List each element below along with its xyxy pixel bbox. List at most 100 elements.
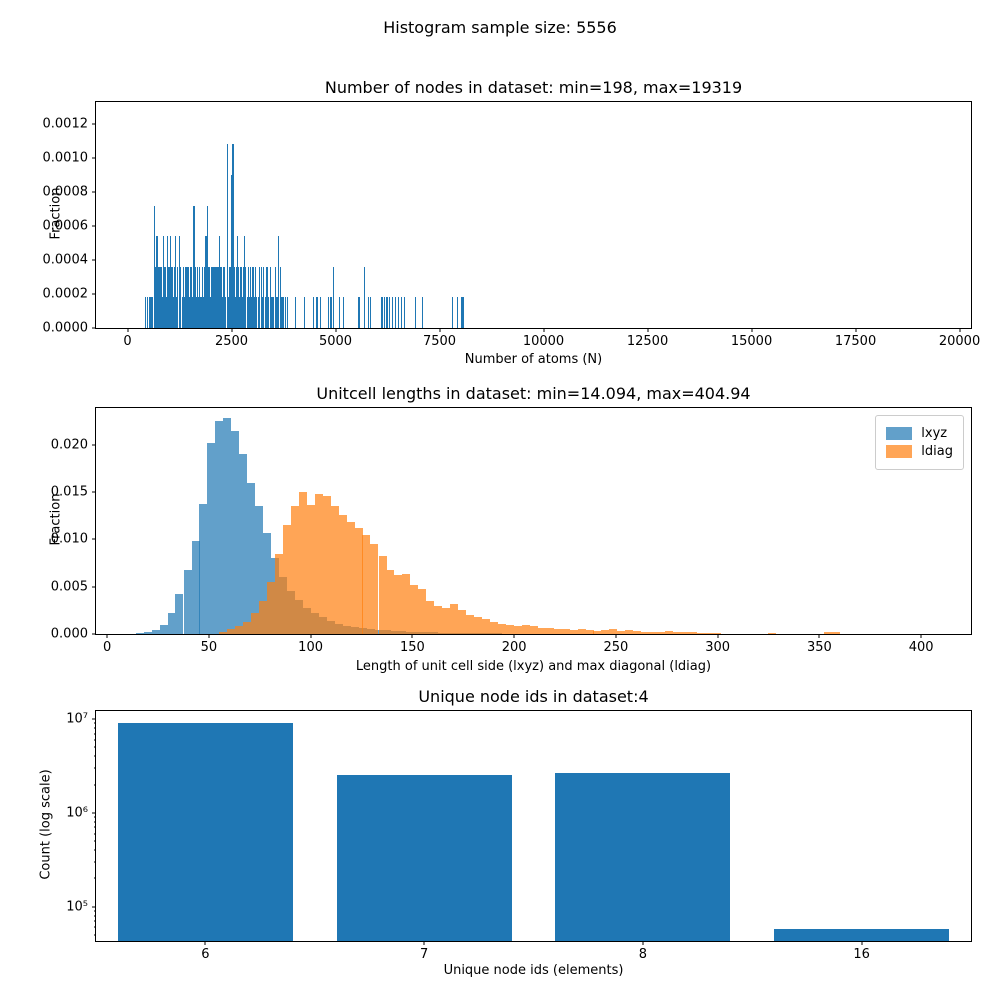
histogram-bar [285,297,287,328]
histogram-bin-ldiag [601,630,610,634]
histogram-bar [171,266,173,328]
histogram-bar [172,297,175,328]
histogram-bar [172,266,174,328]
histogram-bin-ldiag [489,621,498,634]
histogram-bar [381,297,383,328]
histogram-bin-ldiag [633,631,642,634]
histogram-bar [146,297,148,328]
x-tick-mark [959,328,961,332]
histogram-bar [247,266,249,328]
histogram-bin-ldiag [458,610,467,634]
x-tick-mark [310,634,312,638]
x-tick-label: 20000 [938,334,981,349]
y-tick-mark [92,586,96,588]
histogram-bin-ldiag [649,632,658,634]
nodes-histogram-axes: 0 2500 5000 7500 10000 12500 15000 17500 20000 0.… [43,101,980,349]
histogram-bin-ldiag [585,630,594,634]
histogram-bar [263,266,265,328]
histogram-bar [199,297,201,328]
x-tick-label: 6 [201,947,210,962]
histogram-bin-lxyz [247,482,256,634]
histogram-bar [160,266,162,328]
nodes-histogram-ylabel: Fraction [48,187,64,240]
y-minor-tick-mark [93,784,96,786]
histogram-bin-ldiag [481,618,490,634]
histogram-bar [258,266,261,328]
x-tick-label: 17500 [834,334,877,349]
histogram-bin-ldiag [712,633,721,634]
histogram-bar [148,297,150,328]
count-bar-16 [774,928,950,941]
histogram-bar [233,266,235,328]
histogram-bar [388,297,391,328]
unitcell-histogram-xlabel: Length of unit cell side (lxyz) and max … [355,659,712,674]
histogram-bin-ldiag [824,632,833,634]
y-tick-label: 0.0008 [42,184,89,200]
histogram-bin-ldiag [259,600,268,634]
histogram-bar [274,266,277,328]
x-tick-label: 8 [638,947,648,962]
histogram-bar [278,236,280,328]
histogram-bar [386,297,388,328]
y-tick-mark [92,906,96,908]
y-minor-tick-mark [93,816,96,818]
histogram-bar [245,266,247,328]
histogram-bar [198,266,200,328]
histogram-bin-ldiag [673,632,682,634]
y-minor-tick-mark [93,861,96,863]
x-tick-mark [647,328,649,332]
histogram-bar [212,297,214,328]
y-tick-label: 10⁵ [66,899,88,915]
histogram-bar [205,236,207,328]
count-bar-6 [117,723,293,941]
histogram-bar [327,297,329,328]
histogram-bin-ldiag [378,556,387,634]
x-tick-mark [717,634,719,638]
x-tick-mark [615,634,617,638]
y-minor-tick-mark [93,733,96,735]
histogram-bar [175,297,178,328]
histogram-bin-lxyz [151,630,160,634]
histogram-bin-ldiag [593,631,602,634]
histogram-bar [209,297,211,328]
histogram-bar [230,175,233,328]
histogram-bin-ldiag [665,631,674,634]
histogram-bar [451,297,453,328]
histogram-bar [211,266,213,328]
histogram-bar [244,236,246,328]
histogram-bar [173,266,176,328]
y-minor-tick-mark [93,739,96,741]
histogram-bin-ldiag [689,632,698,634]
histogram-bar [174,236,177,328]
y-minor-tick-mark [93,877,96,879]
histogram-bar [232,144,234,328]
histogram-bar [206,205,208,328]
x-tick-mark [231,328,233,332]
histogram-bin-lxyz [183,569,192,634]
histogram-bin-ldiag [370,544,379,634]
histogram-bin-ldiag [545,628,554,634]
histogram-bar [338,297,340,328]
x-tick-mark [513,634,515,638]
histogram-bar [151,297,153,328]
x-tick-mark [423,941,425,945]
histogram-bar [266,266,268,328]
histogram-bin-ldiag [697,633,706,634]
x-tick-label: 100 [298,640,324,655]
y-tick-mark [92,491,96,493]
x-tick-label: 10000 [522,334,565,349]
histogram-bar [370,297,372,328]
histogram-bar [214,266,216,328]
histogram-bar [400,297,402,328]
histogram-bar [414,297,417,328]
histogram-bar [421,297,423,328]
unique-node-ids-xlabel: Unique node ids (elements) [443,963,624,978]
histogram-bin-ldiag [641,632,650,634]
histogram-bar [248,297,251,328]
histogram-bin-ldiag [521,624,530,634]
x-tick-label: 400 [908,640,934,655]
histogram-bin-ldiag [609,629,618,634]
y-tick-label: 0.020 [50,437,88,453]
histogram-bar [159,297,161,328]
